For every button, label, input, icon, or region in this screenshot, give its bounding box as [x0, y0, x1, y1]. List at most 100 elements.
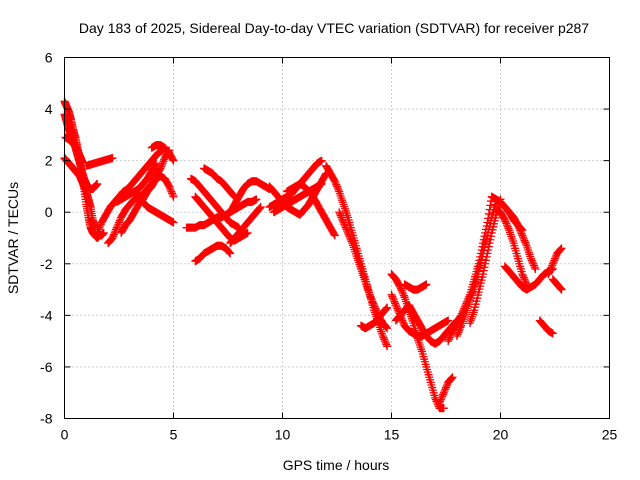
data-point — [226, 249, 235, 258]
data-point — [109, 232, 118, 241]
x-tick-label: 25 — [602, 427, 618, 443]
chart-title: Day 183 of 2025, Sidereal Day-to-day VTE… — [79, 20, 589, 36]
data-point — [93, 227, 102, 236]
data-point — [380, 337, 389, 346]
data-point — [529, 259, 538, 268]
y-tick-label: 6 — [45, 50, 53, 66]
data-point — [447, 374, 456, 383]
series-track-v — [282, 179, 339, 240]
data-point — [381, 338, 390, 347]
series-track-ad — [435, 373, 457, 408]
data-point — [550, 256, 559, 265]
data-point — [224, 247, 233, 256]
series-track-q — [226, 177, 274, 217]
data-point — [108, 234, 117, 242]
series-track-an — [548, 275, 566, 294]
data-point — [517, 225, 526, 234]
data-point — [346, 234, 355, 242]
data-point — [387, 290, 396, 299]
data-point — [96, 221, 105, 230]
data-point — [317, 156, 326, 165]
y-tick-label: 4 — [45, 101, 53, 117]
x-axis-label: GPS time / hours — [283, 457, 390, 473]
data-point — [151, 160, 160, 169]
data-point — [381, 305, 390, 314]
data-point — [330, 231, 339, 240]
data-point — [367, 295, 376, 304]
data-point — [165, 182, 174, 191]
data-point — [529, 261, 538, 270]
data-point — [519, 233, 528, 242]
data-point — [243, 228, 252, 237]
data-point — [520, 275, 529, 284]
data-point — [165, 184, 174, 193]
series-track-ai — [492, 205, 531, 289]
data-point — [521, 238, 530, 247]
data-point — [345, 232, 354, 241]
data-point — [152, 159, 161, 168]
data-point — [397, 286, 406, 295]
data-point — [479, 266, 488, 275]
x-tick-label: 0 — [61, 427, 69, 443]
data-point — [442, 383, 450, 392]
data-point — [169, 218, 178, 227]
data-point — [255, 203, 264, 212]
x-tick-label: 15 — [384, 427, 400, 443]
x-tick-label: 10 — [275, 427, 291, 443]
data-point — [338, 215, 347, 224]
data-point — [453, 330, 462, 339]
series-track-al — [535, 316, 557, 338]
data-point — [368, 297, 377, 306]
data-point — [225, 248, 234, 257]
series-track-i — [117, 172, 178, 237]
data-point — [342, 225, 351, 234]
data-point — [399, 291, 408, 300]
data-point — [157, 162, 166, 171]
data-point — [369, 299, 378, 308]
data-point — [93, 179, 102, 188]
data-point — [389, 295, 398, 304]
data-point — [112, 223, 121, 232]
data-point — [556, 284, 565, 293]
data-point — [439, 404, 448, 413]
data-point — [372, 306, 381, 315]
data-point — [392, 302, 401, 311]
data-point — [381, 322, 390, 331]
series-track-l — [182, 195, 261, 232]
data-point — [382, 304, 391, 313]
data-point — [484, 246, 493, 255]
data-point — [346, 235, 355, 244]
data-point — [371, 304, 380, 313]
data-point — [388, 294, 397, 303]
data-point — [370, 302, 379, 311]
data-point — [531, 264, 540, 273]
data-point — [390, 297, 399, 306]
data-point — [396, 282, 405, 291]
series-track-aj — [500, 203, 527, 235]
data-point — [435, 399, 444, 408]
data-point — [365, 290, 374, 299]
data-point — [500, 215, 509, 224]
data-point — [551, 254, 559, 263]
series-track-c — [60, 154, 100, 232]
data-point — [93, 228, 102, 237]
data-point — [340, 221, 349, 230]
data-point — [343, 227, 352, 236]
data-point — [548, 329, 557, 338]
data-point — [503, 222, 512, 231]
x-tick-label: 20 — [493, 427, 509, 443]
data-point — [486, 201, 495, 210]
data-point — [441, 385, 450, 394]
data-point — [95, 223, 104, 232]
data-point — [518, 270, 527, 279]
data-point — [481, 259, 490, 268]
data-point — [366, 292, 375, 301]
data-point — [504, 224, 513, 233]
data-point — [520, 236, 529, 245]
data-point — [399, 318, 408, 327]
y-tick-labels: -8 -6 -4 -2 0 2 4 6 — [40, 50, 53, 427]
data-point — [391, 299, 400, 308]
data-point — [168, 189, 177, 198]
x-tick-labels: 0 5 10 15 20 25 — [61, 427, 618, 443]
data-point — [331, 178, 340, 187]
